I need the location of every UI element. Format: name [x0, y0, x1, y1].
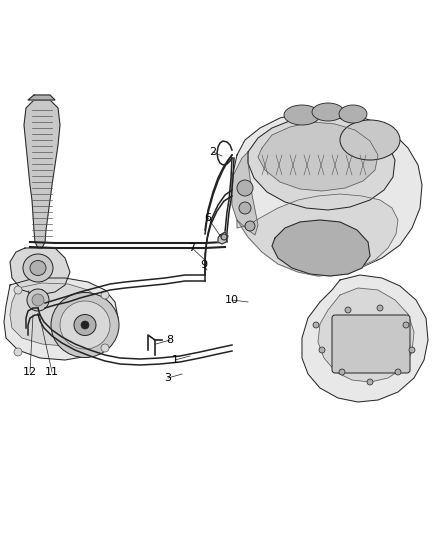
Polygon shape: [4, 278, 118, 360]
Circle shape: [237, 180, 253, 196]
Circle shape: [403, 322, 409, 328]
Polygon shape: [237, 194, 398, 276]
Polygon shape: [232, 152, 258, 235]
Text: 9: 9: [201, 260, 208, 270]
Circle shape: [409, 347, 415, 353]
Circle shape: [221, 234, 227, 240]
Ellipse shape: [74, 314, 96, 335]
Text: 7: 7: [188, 243, 195, 253]
Polygon shape: [10, 248, 70, 295]
Polygon shape: [258, 122, 378, 191]
Polygon shape: [24, 100, 60, 248]
Circle shape: [345, 307, 351, 313]
Ellipse shape: [284, 105, 320, 125]
Text: 8: 8: [166, 335, 173, 345]
Ellipse shape: [51, 293, 119, 358]
Ellipse shape: [32, 294, 44, 306]
Polygon shape: [248, 116, 395, 210]
Text: 2: 2: [209, 147, 216, 157]
Circle shape: [101, 344, 109, 352]
Ellipse shape: [81, 321, 89, 329]
FancyBboxPatch shape: [332, 315, 410, 373]
Text: 10: 10: [225, 295, 239, 305]
Polygon shape: [218, 232, 228, 244]
Circle shape: [313, 322, 319, 328]
Ellipse shape: [339, 105, 367, 123]
Text: 12: 12: [23, 367, 37, 377]
Text: 3: 3: [165, 373, 172, 383]
Polygon shape: [232, 112, 422, 276]
Ellipse shape: [312, 103, 344, 121]
Ellipse shape: [60, 301, 110, 349]
Circle shape: [339, 369, 345, 375]
Circle shape: [14, 348, 22, 356]
Polygon shape: [318, 288, 414, 382]
Circle shape: [319, 347, 325, 353]
Circle shape: [377, 305, 383, 311]
Ellipse shape: [30, 261, 46, 276]
Circle shape: [367, 379, 373, 385]
Text: 11: 11: [45, 367, 59, 377]
Text: 1: 1: [172, 355, 179, 365]
Polygon shape: [10, 283, 104, 346]
Circle shape: [245, 221, 255, 231]
Ellipse shape: [340, 120, 400, 160]
Polygon shape: [302, 275, 428, 402]
Circle shape: [395, 369, 401, 375]
Polygon shape: [28, 95, 55, 100]
Polygon shape: [272, 220, 370, 276]
Ellipse shape: [23, 254, 53, 282]
Circle shape: [239, 202, 251, 214]
Circle shape: [101, 291, 109, 299]
Circle shape: [14, 286, 22, 294]
Text: 6: 6: [205, 213, 212, 223]
Ellipse shape: [27, 289, 49, 311]
